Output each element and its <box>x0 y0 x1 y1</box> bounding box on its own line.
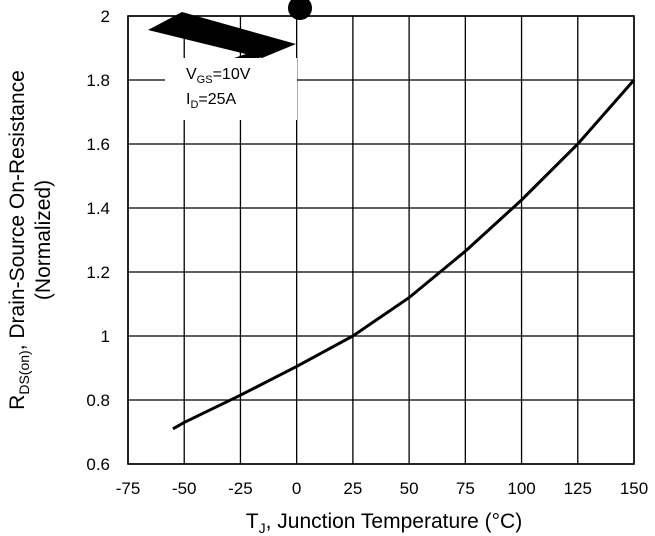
x-tick-label: -50 <box>172 479 197 498</box>
condition-annotation: VGS=10V ID=25A <box>165 58 297 120</box>
x-tick-label: 25 <box>343 479 362 498</box>
annotation-background <box>165 58 297 120</box>
x-tick-label: 125 <box>564 479 592 498</box>
y-tick-label: 1.8 <box>86 71 110 90</box>
tick-labels: -75 -50 -25 0 25 50 75 100 125 150 0.6 0.8 1 1.2 1.4 1.… <box>86 7 648 498</box>
series-line <box>172 79 636 431</box>
x-axis-title: TJ, Junction Temperature (°C) <box>246 510 522 536</box>
x-tick-label: 0 <box>292 479 301 498</box>
annotation-line-id: ID=25A <box>186 91 237 111</box>
y-tick-label: 1.4 <box>86 199 110 218</box>
y-tick-label: 2 <box>101 7 110 26</box>
x-tick-label: 50 <box>400 479 419 498</box>
annotation-line-vgs: VGS=10V <box>186 66 251 86</box>
x-tick-label: 150 <box>620 479 648 498</box>
y-axis-title-line2: (Normalized) <box>32 180 55 300</box>
y-tick-label: 1.2 <box>86 263 110 282</box>
x-tick-label: 75 <box>456 479 475 498</box>
x-tick-label: 100 <box>507 479 535 498</box>
y-tick-label: 1 <box>101 327 110 346</box>
y-axis-title-line1: RDS(on), Drain-Source On-Resistance <box>6 70 32 410</box>
plot-frame <box>127 15 635 465</box>
y-axis-title: RDS(on), Drain-Source On-Resistance (Nor… <box>6 70 55 410</box>
x-tick-label: -75 <box>116 479 141 498</box>
y-tick-label: 0.6 <box>86 455 110 474</box>
y-tick-label: 0.8 <box>86 391 110 410</box>
x-tick-label: -25 <box>228 479 253 498</box>
y-tick-label: 1.6 <box>86 135 110 154</box>
